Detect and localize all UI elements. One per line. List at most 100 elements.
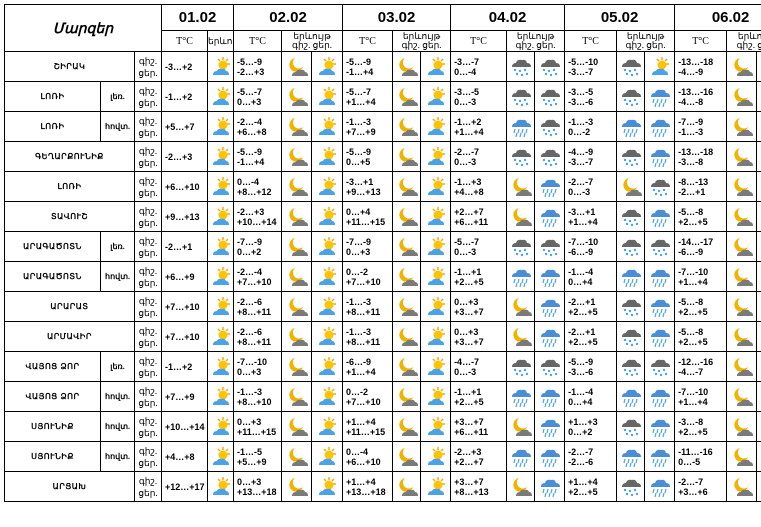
- sun-cloud-icon: [207, 171, 235, 202]
- moon-cloud-icon: [726, 231, 758, 262]
- temp-range: +1…+4 +11…+15: [342, 411, 394, 442]
- sun-cloud-icon: [207, 411, 235, 442]
- temp-range: -2…-4 +6…+8: [233, 111, 283, 142]
- night-temp: -2…+1: [568, 296, 596, 307]
- moon-cloud-icon: [392, 291, 422, 322]
- date-header: 05.02: [564, 4, 676, 31]
- night-label: գիշ.: [138, 475, 158, 486]
- temp-range: 0…+3 +3…+7: [450, 291, 508, 322]
- day-temp: 0…+2: [237, 246, 262, 257]
- weather-col-label: երևույթ: [516, 31, 555, 41]
- day-temp: +7…+10: [237, 276, 272, 287]
- day-temp: -3…-8: [678, 156, 704, 167]
- snow-cloud-icon: [616, 201, 646, 232]
- temp-range: +9…+13: [161, 201, 209, 232]
- sun-cloud-icon: [207, 261, 235, 292]
- sun-cloud-icon: [311, 411, 344, 442]
- night-temp: -1…-4: [568, 386, 594, 397]
- moon-cloud-icon: [726, 51, 758, 82]
- period-labels: գիշ. ցեր.: [133, 51, 163, 82]
- temp-range: -6…-9 +1…+4: [342, 351, 394, 382]
- night-temp: +3…+7: [454, 476, 484, 487]
- temp-range: -5…-7 +1…+4: [342, 81, 394, 112]
- night-temp: -2…-7: [568, 446, 594, 457]
- sun-cloud-icon: [756, 81, 761, 112]
- period-labels: գիշ. ցեր.: [133, 141, 163, 172]
- moon-cloud-icon: [392, 411, 422, 442]
- night-temp: 0…+3: [237, 476, 262, 487]
- temp-range: +12…+17: [161, 471, 209, 502]
- moon-cloud-icon: [392, 141, 422, 172]
- night-label: գիշ.: [138, 175, 158, 186]
- sun-cloud-icon: [756, 321, 761, 352]
- temp-range: -7…-9 0…+3: [342, 231, 394, 262]
- sun-cloud-icon: [207, 141, 235, 172]
- sun-cloud-icon: [756, 381, 761, 412]
- day-temp: 0…+3: [346, 246, 371, 257]
- moon-cloud-icon: [281, 291, 313, 322]
- snow-cloud-icon: [506, 141, 536, 172]
- day-temp: +8…+12: [237, 186, 272, 197]
- night-temp: -5…-7: [454, 236, 480, 247]
- temp-range: -3…+2: [161, 51, 209, 82]
- night-temp: -5…-9: [568, 356, 594, 367]
- day-temp: 0…+4: [568, 396, 593, 407]
- night-temp: -1…-3: [346, 116, 372, 127]
- moon-cloud-icon: [392, 231, 422, 262]
- region-name: ՍՅՈՒՆԻՔ: [4, 411, 101, 442]
- temp-range: -12…-16 -4…-7: [674, 351, 728, 382]
- temp-col-header: T°C: [564, 30, 618, 52]
- night-temp: -2…-4: [237, 266, 263, 277]
- temp-range: -7…-10 +1…+4: [674, 261, 728, 292]
- day-temp: -4…-8: [678, 96, 704, 107]
- snow-cloud-icon: [506, 351, 536, 382]
- moon-cloud-icon: [506, 321, 536, 352]
- moon-cloud-icon: [281, 81, 313, 112]
- rain-cloud-icon: [616, 441, 646, 472]
- day-temp: +8…+11: [346, 336, 381, 347]
- night-label: գիշ.: [138, 355, 158, 366]
- night-temp: -7…-10: [678, 386, 709, 397]
- moon-cloud-icon: [506, 411, 536, 442]
- sun-cloud-icon: [420, 321, 452, 352]
- night-temp: -2…-6: [237, 326, 263, 337]
- temp-range: -2…+3 +2…+7: [450, 441, 508, 472]
- rain-cloud-icon: [534, 291, 566, 322]
- day-temp: -2…+3: [237, 66, 265, 77]
- night-temp: -2…-4: [237, 116, 263, 127]
- night-temp: -2…-7: [454, 146, 480, 157]
- moon-cloud-icon: [616, 171, 646, 202]
- temp-range: -7…-9 -1…-3: [674, 111, 728, 142]
- period-labels: գիշ. ցեր.: [133, 441, 163, 472]
- temp-range: -1…+3 +4…+8: [450, 171, 508, 202]
- day-temp: 0…+2: [568, 426, 593, 437]
- day-temp: 0…+5: [346, 156, 371, 167]
- day-temp: +4…+8: [454, 186, 484, 197]
- temp-range: -1…-3 +8…+10: [233, 381, 283, 412]
- temp-range: 0…+3 +11…+15: [233, 411, 283, 442]
- night-temp: -2…+3: [454, 446, 482, 457]
- region-row: ԱՐԱԳԱԾՈՏՆ հովտ. գիշ. ցեր. +6…+9 -2…-4 +7…+10 0……: [4, 261, 761, 292]
- sun-cloud-icon: [207, 381, 235, 412]
- zone-label: հովտ.: [100, 441, 135, 472]
- moon-cloud-icon: [281, 321, 313, 352]
- day-temp: +2…+5: [568, 306, 598, 317]
- day-temp: +6…+8: [237, 126, 267, 137]
- moon-cloud-icon: [392, 351, 422, 382]
- day-temp: +13…+18: [237, 486, 277, 497]
- sun-cloud-icon: [420, 291, 452, 322]
- weather-col-label: երևույթ: [626, 31, 665, 41]
- moon-cloud-icon: [281, 381, 313, 412]
- night-temp: -1…+2: [454, 116, 482, 127]
- region-name: ԱՐԱԳԱԾՈՏՆ: [4, 261, 101, 292]
- day-label: ցեր.: [138, 247, 158, 258]
- temp-range: +3…+7 +6…+11: [450, 411, 508, 442]
- temp-range: -1…-3 +8…+11: [342, 321, 394, 352]
- period-labels: գիշ. ցեր.: [133, 201, 163, 232]
- day-temp: 0…+3: [237, 96, 262, 107]
- night-temp: -5…-7: [237, 86, 263, 97]
- temp-range: -5…-9 -3…-6: [564, 351, 618, 382]
- temp-range: -2…-7 0…-3: [450, 141, 508, 172]
